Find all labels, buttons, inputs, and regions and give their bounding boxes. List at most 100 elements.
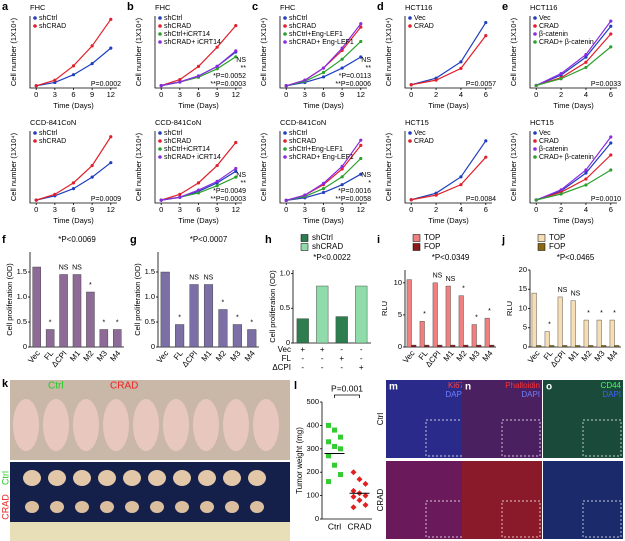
x-axis-label: Time (Days)	[428, 216, 469, 225]
x-tick-label: 9	[90, 205, 94, 214]
tumor	[48, 470, 66, 486]
data-point	[338, 434, 343, 440]
bar	[588, 345, 594, 348]
mouse	[73, 399, 99, 451]
mouse	[103, 399, 129, 451]
data-point	[321, 190, 326, 195]
data-point	[434, 78, 438, 82]
axis	[29, 16, 117, 89]
legend-marker	[158, 16, 162, 20]
bar	[614, 345, 620, 348]
data-point	[234, 24, 238, 28]
legend-swatch	[300, 234, 309, 242]
data-point	[109, 17, 113, 21]
series-line	[411, 140, 487, 201]
y-axis-label: Cell number (1X10⁴)	[384, 132, 393, 201]
bar	[189, 284, 199, 348]
chart-title: CCD-841CoN	[280, 118, 326, 127]
data-point	[609, 168, 613, 172]
x-tick-label: 9	[340, 205, 344, 214]
legend-marker	[158, 147, 162, 151]
series-line	[535, 20, 612, 86]
panel-label: i	[377, 234, 380, 246]
legend-label: shCRAD	[312, 242, 343, 251]
data-point	[459, 60, 463, 64]
legend-label: β-catenin	[539, 31, 568, 38]
data-point	[340, 46, 344, 50]
data-point	[109, 46, 113, 50]
data-point	[340, 183, 344, 187]
legend-label: shCtrl	[39, 130, 58, 137]
bar	[232, 324, 242, 348]
legend-label: shCtrl	[289, 130, 308, 137]
bar	[316, 285, 329, 344]
x-tick-label: 6	[484, 205, 488, 214]
series-line	[411, 22, 487, 86]
data-point	[326, 439, 331, 445]
annotation: P=0.0010	[591, 196, 621, 203]
x-tick-label: M3	[228, 348, 242, 363]
series-line	[535, 136, 612, 201]
bar	[175, 324, 185, 348]
legend-label: FOP	[549, 242, 565, 251]
significance: NS	[558, 287, 568, 294]
axis	[529, 131, 617, 204]
bar	[531, 292, 537, 348]
bar	[575, 345, 581, 348]
legend-swatch	[537, 234, 546, 242]
data-point	[340, 167, 344, 171]
data-point	[321, 181, 326, 185]
y-tick-label: 1.0	[145, 292, 155, 301]
data-point	[90, 175, 94, 179]
micrograph	[386, 461, 466, 539]
data-point	[326, 453, 331, 459]
bar	[32, 266, 41, 348]
data-point	[584, 60, 588, 64]
significance: NS	[72, 264, 82, 271]
data-point	[350, 504, 357, 511]
x-tick-label: 6	[321, 90, 325, 99]
data-point	[215, 184, 219, 188]
annotation: **P=0.0006	[335, 81, 371, 88]
chart-title: CCD-841CoN	[30, 118, 76, 127]
x-tick-label: M2	[455, 348, 469, 363]
x-tick-label: M4	[481, 348, 495, 363]
data-point	[350, 493, 357, 500]
y-tick-label: 0	[286, 338, 290, 347]
x-tick-label: 9	[340, 90, 344, 99]
bar	[596, 319, 602, 348]
data-point	[71, 64, 76, 68]
legend-marker	[533, 32, 537, 36]
data-point	[340, 57, 344, 61]
y-axis-label: Cell proliferation (OD)	[133, 263, 142, 336]
significance: *	[613, 310, 616, 317]
annotation: NS	[236, 57, 246, 64]
significance: *	[488, 308, 491, 315]
tumor	[100, 501, 114, 513]
data-point	[609, 32, 613, 36]
legend-label: shCtrl	[39, 15, 58, 22]
tumor	[125, 501, 139, 513]
series-line	[411, 156, 487, 201]
tumor	[98, 470, 116, 486]
legend-marker	[533, 40, 537, 44]
legend-marker	[158, 139, 162, 143]
panel-label: a	[2, 1, 9, 13]
bar	[601, 345, 607, 348]
data-point	[196, 188, 201, 192]
legend-marker	[283, 40, 287, 44]
table-cell: -	[340, 345, 343, 354]
x-tick-label: 3	[178, 205, 182, 214]
annotation: *P=0.0052	[213, 73, 246, 80]
bar	[463, 344, 469, 348]
legend-marker	[33, 24, 37, 28]
data-point	[484, 139, 488, 143]
bar	[609, 319, 615, 348]
data-point	[534, 198, 538, 202]
annotation: P=0.0009	[91, 196, 121, 203]
x-tick-label: 4	[459, 205, 463, 214]
x-tick-label: Vec	[526, 349, 541, 365]
data-point	[559, 192, 563, 196]
data-point	[321, 187, 326, 191]
tumor	[173, 470, 191, 486]
